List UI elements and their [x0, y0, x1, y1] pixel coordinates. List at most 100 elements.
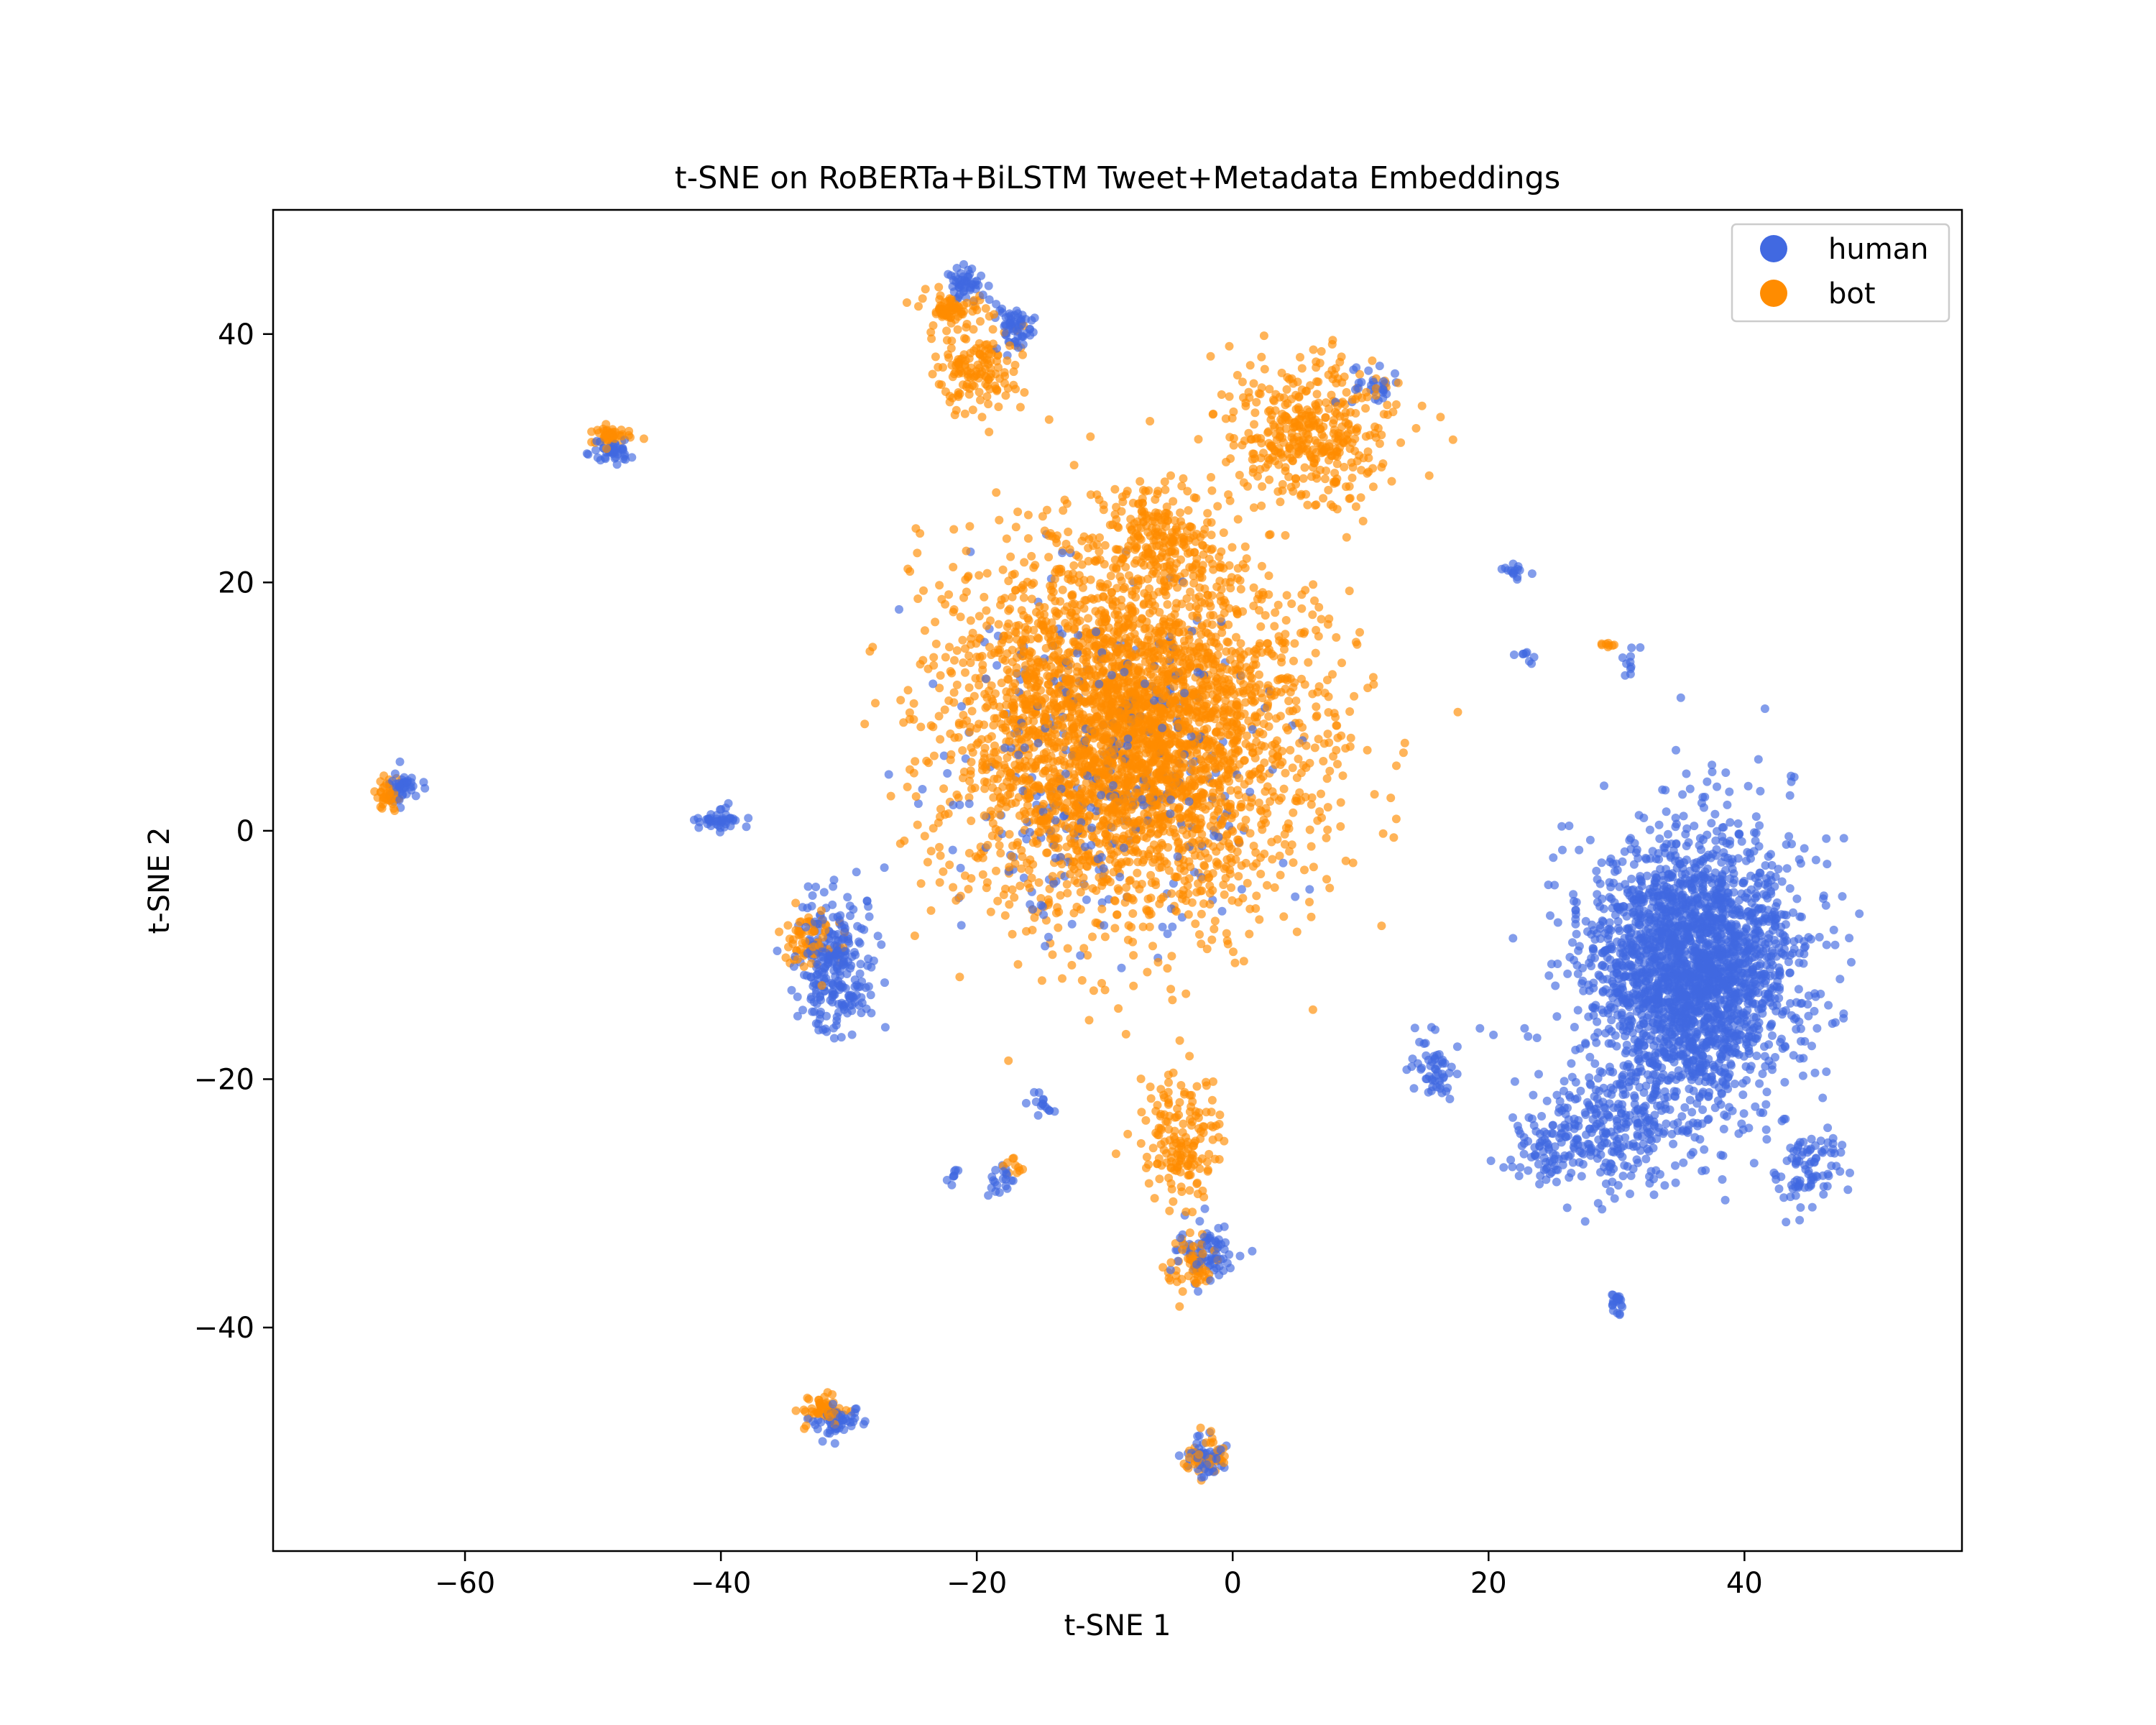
point-bot	[902, 298, 911, 307]
point-bot	[1146, 870, 1156, 880]
point-bot	[1239, 957, 1248, 966]
point-bot	[931, 352, 940, 362]
point-bot	[961, 668, 969, 677]
point-bot	[860, 719, 870, 729]
point-bot	[1046, 687, 1056, 696]
point-human	[1552, 1177, 1561, 1187]
point-human	[1720, 1110, 1729, 1119]
point-bot	[1322, 774, 1332, 783]
point-bot	[1008, 929, 1017, 939]
point-bot	[911, 524, 921, 533]
point-bot	[1250, 420, 1258, 429]
point-bot	[967, 816, 976, 825]
point-human	[1671, 1178, 1680, 1187]
point-bot	[1166, 985, 1176, 994]
point-human	[1021, 1098, 1031, 1108]
point-bot	[1215, 1110, 1225, 1120]
point-bot	[1332, 745, 1341, 755]
point-human	[1838, 1141, 1847, 1150]
point-human	[1163, 929, 1172, 939]
point-human	[1486, 1156, 1496, 1165]
point-bot	[975, 571, 984, 580]
point-bot	[1317, 346, 1326, 356]
point-human	[1754, 755, 1763, 764]
point-bot	[1202, 1108, 1211, 1117]
point-bot	[1301, 793, 1310, 801]
point-bot	[1309, 345, 1318, 354]
point-human	[1772, 898, 1782, 907]
point-human	[1769, 949, 1778, 958]
point-bot	[1056, 681, 1065, 691]
point-bot	[1092, 490, 1102, 500]
point-human	[992, 300, 1001, 309]
point-bot	[1281, 530, 1290, 540]
point-human	[1799, 1054, 1808, 1063]
point-bot	[799, 962, 808, 971]
point-bot	[988, 325, 998, 334]
point-human	[1753, 881, 1762, 891]
point-human	[787, 985, 796, 995]
point-human	[1695, 1135, 1705, 1144]
point-human	[1839, 834, 1848, 843]
point-human	[814, 1019, 823, 1029]
point-bot	[1175, 1036, 1184, 1045]
point-bot	[1282, 385, 1291, 394]
point-human	[1655, 834, 1664, 843]
point-bot	[914, 302, 923, 311]
point-human	[1087, 841, 1096, 850]
point-bot	[1383, 400, 1392, 410]
point-human	[1789, 1051, 1798, 1060]
point-bot	[1225, 433, 1235, 442]
point-human	[1546, 911, 1554, 920]
point-bot	[1240, 709, 1249, 719]
point-human	[867, 962, 876, 972]
point-bot	[1213, 502, 1222, 511]
point-bot	[1308, 610, 1317, 620]
point-human	[1746, 854, 1755, 863]
point-bot	[886, 791, 895, 801]
point-bot	[1309, 862, 1318, 872]
point-bot	[1135, 477, 1145, 486]
point-human	[1662, 807, 1671, 816]
point-human	[1158, 922, 1167, 932]
point-bot	[1221, 414, 1230, 423]
point-human	[1716, 1151, 1726, 1159]
point-human	[694, 823, 704, 832]
point-bot	[975, 387, 984, 397]
point-human	[1678, 790, 1687, 799]
point-human	[1550, 880, 1560, 890]
point-bot	[1204, 554, 1214, 564]
point-bot	[942, 326, 952, 336]
point-human	[1810, 1006, 1819, 1016]
point-bot	[1332, 632, 1341, 642]
point-bot	[1163, 600, 1172, 609]
point-human	[1039, 910, 1049, 919]
point-human	[1603, 934, 1613, 944]
point-human	[1598, 987, 1608, 995]
point-human	[984, 281, 993, 290]
point-bot	[1006, 552, 1015, 561]
point-bot	[1038, 512, 1047, 521]
point-bot	[1233, 564, 1243, 573]
point-bot	[971, 673, 980, 683]
point-human	[1676, 693, 1685, 702]
point-bot	[1252, 397, 1261, 407]
point-bot	[929, 824, 938, 833]
point-human	[1573, 1006, 1583, 1015]
point-bot	[1224, 638, 1233, 647]
point-human	[1846, 1168, 1854, 1177]
point-bot	[1229, 407, 1238, 416]
point-human	[1662, 1119, 1671, 1128]
point-bot	[1307, 472, 1316, 482]
point-bot	[1227, 413, 1237, 423]
point-bot	[1164, 1078, 1173, 1087]
point-bot	[953, 325, 962, 334]
point-human	[1786, 1192, 1795, 1202]
point-human	[943, 769, 952, 778]
point-bot	[1322, 875, 1331, 884]
point-bot	[1217, 390, 1226, 399]
point-bot	[1210, 916, 1220, 926]
point-bot	[1009, 367, 1018, 377]
point-bot	[910, 932, 919, 940]
point-human	[1710, 809, 1720, 819]
